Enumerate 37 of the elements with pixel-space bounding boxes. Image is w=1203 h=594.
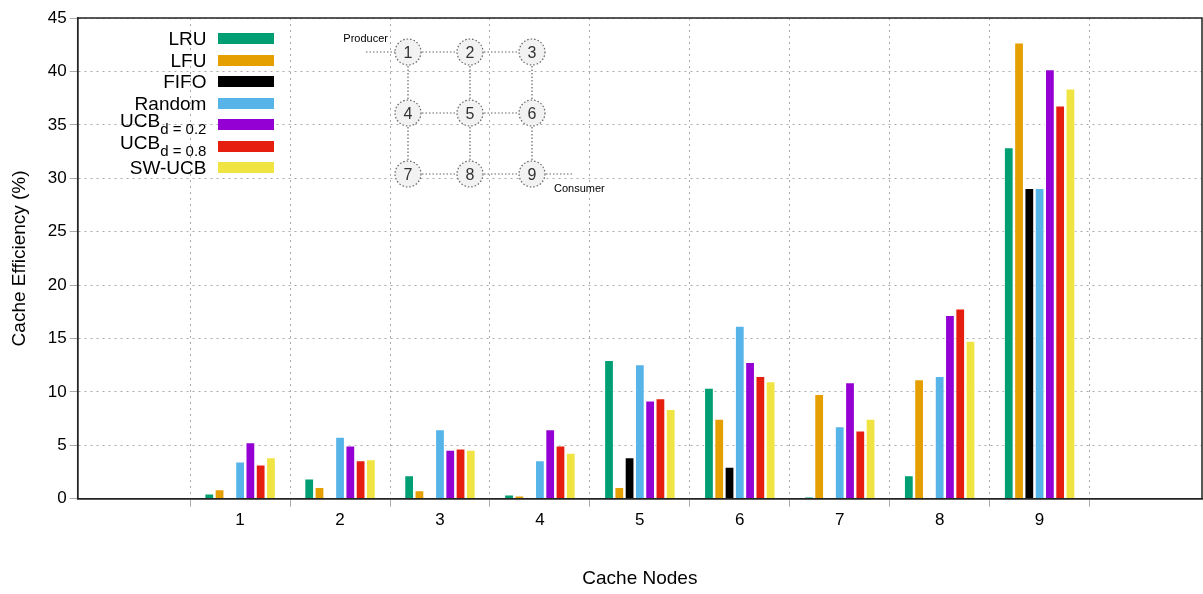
y-tick-label: 40 — [47, 61, 67, 81]
x-tick-label: 9 — [1034, 509, 1045, 529]
annotation: 8 — [465, 166, 475, 183]
y-tick-label: 10 — [47, 381, 67, 401]
annotation: 6 — [527, 105, 537, 122]
x-tick-label: 5 — [635, 509, 645, 529]
legend-label: LFU — [170, 49, 207, 71]
x-tick-label: 1 — [235, 509, 245, 529]
y-tick-label: 5 — [57, 435, 67, 455]
x-tick-label: 2 — [335, 509, 345, 529]
annotation: 3 — [527, 44, 537, 61]
y-tick-label: 30 — [47, 167, 67, 187]
annotation: 2 — [465, 44, 475, 61]
annotation: Consumer — [554, 182, 606, 194]
x-tick-label: 6 — [735, 509, 745, 529]
legend-label: FIFO — [163, 71, 207, 93]
y-tick-label: 15 — [47, 328, 67, 348]
legend-label: SW-UCB — [129, 157, 207, 179]
legend-label: Random — [134, 92, 207, 114]
x-axis-title: Cache Nodes — [582, 566, 698, 588]
x-tick-label: 4 — [535, 509, 545, 529]
legend-label: LRU — [168, 28, 207, 50]
annotation: 4 — [403, 105, 413, 122]
y-tick-label: 20 — [47, 274, 67, 294]
annotation: 9 — [527, 166, 537, 183]
annotation: 7 — [403, 166, 413, 183]
x-tick-label: 8 — [934, 509, 945, 529]
x-tick-label: 3 — [435, 509, 445, 529]
y-axis-title: Cache Efficiency (%) — [7, 170, 29, 347]
y-tick-label: 45 — [47, 7, 67, 27]
x-tick-label: 7 — [834, 509, 845, 529]
annotation: 1 — [403, 44, 413, 61]
y-tick-label: 0 — [57, 488, 67, 508]
annotation: 5 — [465, 105, 475, 122]
y-tick-label: 25 — [47, 221, 67, 241]
y-tick-label: 35 — [47, 114, 67, 134]
annotation: Producer — [343, 32, 389, 44]
